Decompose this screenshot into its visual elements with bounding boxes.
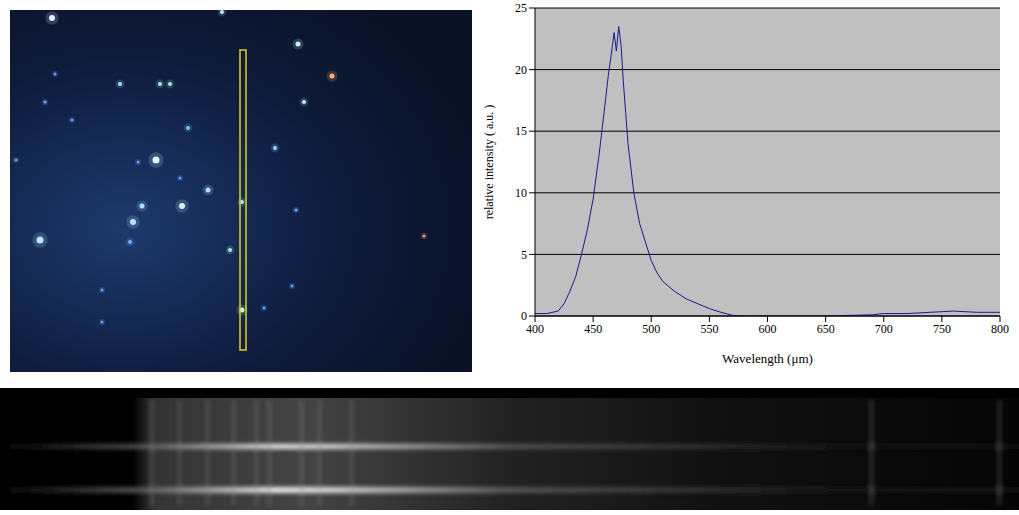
svg-text:25: 25 [515, 1, 527, 15]
svg-text:400: 400 [526, 322, 544, 336]
svg-text:10: 10 [515, 186, 527, 200]
svg-text:450: 450 [584, 322, 602, 336]
svg-text:20: 20 [515, 63, 527, 77]
svg-text:5: 5 [521, 248, 527, 262]
svg-text:600: 600 [759, 322, 777, 336]
svg-text:15: 15 [515, 124, 527, 138]
svg-text:500: 500 [642, 322, 660, 336]
svg-text:Wavelength (μm): Wavelength (μm) [722, 351, 813, 366]
svg-text:700: 700 [875, 322, 893, 336]
svg-text:relative intensity ( a.u. ): relative intensity ( a.u. ) [482, 105, 496, 220]
svg-text:800: 800 [991, 322, 1009, 336]
svg-text:650: 650 [817, 322, 835, 336]
svg-text:550: 550 [700, 322, 718, 336]
svg-text:0: 0 [521, 309, 527, 323]
svg-text:750: 750 [933, 322, 951, 336]
